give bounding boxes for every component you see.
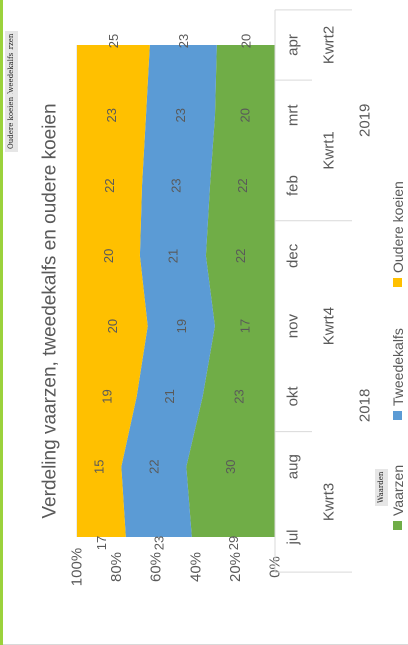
- data-label-vaarzen: 23: [231, 389, 246, 403]
- quarter-label: Kwrt4: [321, 307, 338, 345]
- value-tick-label: 40%: [187, 552, 204, 582]
- data-label-vaarzen: 20: [237, 108, 252, 122]
- legend-swatch-vaarzen: [393, 521, 402, 530]
- plot-area: 29 30 23 17 22 22 20 20 23 22 21 19 21 23 23 23 17 15 19 20…: [40, 9, 406, 586]
- data-label-tweedekalfs: 21: [165, 249, 180, 263]
- data-label-tweedekalfs: 23: [173, 108, 188, 122]
- legend-entry: Vaarzen: [390, 465, 406, 516]
- data-label-tweedekalfs: 21: [162, 389, 177, 403]
- value-tick-label: 60%: [148, 552, 165, 582]
- data-label-oudere-koeien: 22: [102, 178, 117, 192]
- chart-title: Verdeling vaarzen, tweedekalfs en oudere…: [40, 103, 61, 518]
- quarter-label: Kwrt3: [320, 483, 337, 521]
- value-tick-label: 20%: [227, 552, 244, 582]
- data-label-oudere-koeien: 15: [92, 460, 107, 474]
- category-tick-label: dec: [284, 243, 301, 268]
- data-label-oudere-koeien: 19: [99, 389, 114, 403]
- data-label-tweedekalfs: 22: [146, 459, 161, 473]
- data-label-vaarzen: 22: [233, 249, 248, 263]
- data-label-oudere-koeien: 25: [106, 34, 121, 48]
- series-area-tweedekalfs: [121, 45, 217, 537]
- category-tick-label: jul: [285, 529, 302, 545]
- value-tick-label: 100%: [69, 548, 86, 586]
- value-tick-label: 80%: [108, 552, 125, 582]
- category-tick-label: feb: [284, 175, 301, 196]
- category-tick-label: nov: [285, 314, 302, 339]
- data-label-vaarzen: 17: [237, 319, 252, 333]
- window-accent-strip: [0, 0, 3, 645]
- year-label: 2019: [356, 104, 373, 137]
- year-label: 2018: [357, 389, 374, 422]
- data-label-oudere-koeien: 20: [105, 319, 120, 333]
- quarter-label: Kwrt1: [321, 131, 338, 169]
- data-label-oudere-koeien: 20: [101, 249, 116, 263]
- category-tick-label: mrt: [284, 104, 301, 126]
- data-label-tweedekalfs: 23: [176, 34, 191, 48]
- category-tick-label: aug: [285, 454, 302, 479]
- category-tick-label: okt: [285, 386, 302, 407]
- legend-swatch-oudere-koeien: [393, 278, 402, 287]
- data-label-tweedekalfs: 19: [174, 319, 189, 333]
- data-label-oudere-koeien: 17: [94, 536, 109, 550]
- category-tick-label: apr: [285, 34, 302, 56]
- data-label-vaarzen: 29: [226, 536, 241, 550]
- legend-entry: Tweedekalfs: [390, 328, 406, 406]
- data-label-vaarzen: 30: [223, 459, 238, 473]
- data-label-tweedekalfs: 23: [151, 536, 166, 550]
- quarter-label: Kwrt2: [321, 26, 338, 64]
- legend-entry: Oudere koeien: [390, 181, 406, 273]
- data-label-oudere-koeien: 23: [104, 108, 119, 122]
- legend-swatch-tweedekalfs: [393, 411, 402, 420]
- series-area-oudere-koeien: [77, 45, 150, 537]
- data-label-vaarzen: 20: [238, 34, 253, 48]
- series-area-vaarzen: [186, 45, 275, 537]
- data-label-vaarzen: 22: [235, 178, 250, 192]
- data-label-tweedekalfs: 23: [168, 178, 183, 192]
